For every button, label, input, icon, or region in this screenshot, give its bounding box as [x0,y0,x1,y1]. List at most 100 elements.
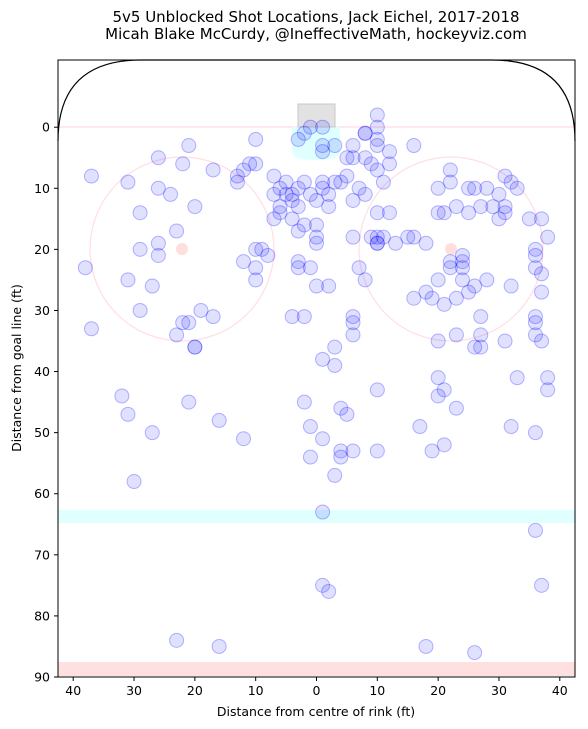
shot-point [375,174,391,190]
shot-point [296,174,312,190]
shot-point [296,394,312,410]
shot-point [448,199,464,215]
shot-point [211,412,227,428]
shot-point [236,162,252,178]
shot-point [369,205,385,221]
shot-point [534,577,550,593]
shot-point [248,131,264,147]
shot-point [534,284,550,300]
shot-point [345,327,361,343]
shot-point [260,247,276,263]
shot-point [388,235,404,251]
x-tick-label: 40 [65,683,81,698]
shot-point [248,260,264,276]
shot-point [357,150,373,166]
shot-point [193,302,209,318]
shot-point [120,272,136,288]
shot-point [236,431,252,447]
y-tick-label: 70 [34,547,50,562]
shot-point [534,211,550,227]
shot-point [448,290,464,306]
shot-point [527,309,543,325]
shot-point [418,284,434,300]
rink-markings [57,59,576,676]
shot-point [278,174,294,190]
shot-point [527,247,543,263]
shot-point [418,235,434,251]
shot-point [327,467,343,483]
shot-point [150,235,166,251]
shot-point [430,205,446,221]
shot-point [339,168,355,184]
shot-point [527,522,543,538]
shot-point [248,156,264,172]
shot-point [321,278,337,294]
shot-point [369,443,385,459]
shot-point [83,168,99,184]
shot-point [144,278,160,294]
shot-point [412,419,428,435]
shot-point [491,186,507,202]
shot-point [467,645,483,661]
shot-point [540,382,556,398]
shot-point [272,199,288,215]
shot-point [333,174,349,190]
shot-point [169,632,185,648]
shot-point [302,419,318,435]
shot-point [527,327,543,343]
x-tick-label: 20 [430,683,446,698]
shot-point [290,131,306,147]
shot-point [290,180,306,196]
shot-point [357,125,373,141]
shot-point [187,339,203,355]
shot-point [284,309,300,325]
shot-point [345,193,361,209]
shot-point [175,156,191,172]
shot-point [327,339,343,355]
shot-point [266,211,282,227]
shot-point [302,186,318,202]
y-tick-label: 40 [34,364,50,379]
shot-point [503,174,519,190]
shot-point [479,180,495,196]
shot-point [448,400,464,416]
shot-point [163,186,179,202]
shot-point [503,419,519,435]
shot-point [242,156,258,172]
shot-point [369,131,385,147]
shot-point [83,321,99,337]
shot-point [369,235,385,251]
shot-point [534,333,550,349]
shot-point [321,583,337,599]
shot-point [503,278,519,294]
x-tick-label: 30 [126,683,142,698]
shot-point [363,156,379,172]
shot-point [430,370,446,386]
shot-point [345,138,361,154]
shot-point [278,186,294,202]
shot-point [309,235,324,251]
shot-point [114,388,130,404]
shot-point [375,229,391,245]
shot-point [272,205,288,221]
shot-point [236,254,252,270]
shot-point [369,382,385,398]
right-faceoff-dot [445,243,457,255]
shot-point [315,351,331,367]
shot-point [521,211,537,227]
shot-point [381,156,397,172]
shot-point [315,119,331,135]
shot-point [120,174,136,190]
shot-point [309,278,324,294]
shot-point [534,266,550,282]
shot-point [436,437,452,453]
shot-point [497,205,513,221]
shot-point [467,180,483,196]
shot-point [442,254,458,270]
shot-point [229,174,245,190]
shot-point [442,162,458,178]
shot-point [229,168,245,184]
neutral-zone-blue-line [58,510,575,523]
shot-point [509,370,525,386]
